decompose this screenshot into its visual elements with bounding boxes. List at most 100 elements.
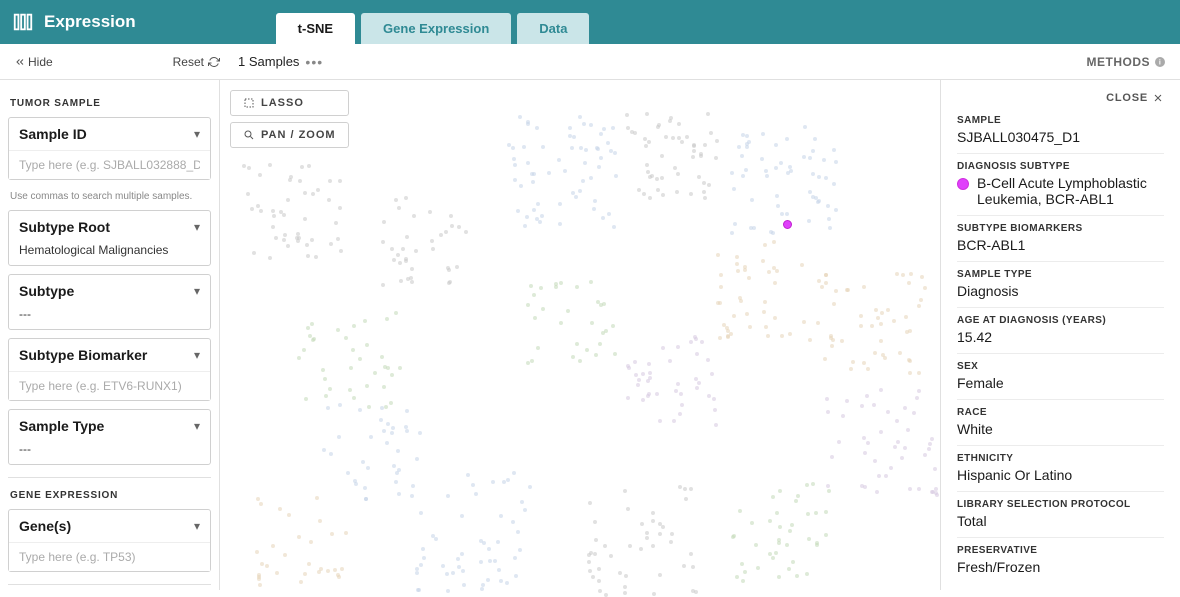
scatter-dot[interactable] [592, 207, 596, 211]
scatter-dot[interactable] [394, 198, 398, 202]
scatter-dot[interactable] [872, 403, 876, 407]
scatter-dot[interactable] [445, 572, 449, 576]
scatter-dot[interactable] [502, 480, 506, 484]
scatter-dot[interactable] [404, 259, 408, 263]
scatter-dot[interactable] [675, 190, 679, 194]
scatter-dot[interactable] [330, 532, 334, 536]
tab-tsne[interactable]: t-SNE [276, 13, 355, 44]
scatter-dot[interactable] [732, 314, 736, 318]
scatter-dot[interactable] [676, 345, 680, 349]
scatter-dot[interactable] [764, 325, 768, 329]
scatter-dot[interactable] [582, 122, 586, 126]
scatter-dot[interactable] [691, 155, 695, 159]
scatter-dot[interactable] [676, 172, 680, 176]
scatter-dot[interactable] [808, 338, 812, 342]
scatter-dot[interactable] [691, 589, 695, 593]
scatter-dot[interactable] [702, 190, 706, 194]
scatter-dot[interactable] [593, 199, 597, 203]
scatter-dot[interactable] [915, 396, 919, 400]
scatter-dot[interactable] [661, 525, 665, 529]
scatter-dot[interactable] [800, 263, 804, 267]
scatter-dot[interactable] [390, 373, 394, 377]
scatter-dot[interactable] [272, 214, 276, 218]
scatter-dot[interactable] [802, 320, 806, 324]
scatter-dot[interactable] [297, 356, 301, 360]
scatter-dot[interactable] [604, 329, 608, 333]
scatter-dot[interactable] [574, 195, 578, 199]
scatter-dot[interactable] [531, 180, 535, 184]
scatter-dot[interactable] [912, 411, 916, 415]
scatter-dot[interactable] [719, 285, 723, 289]
scatter-dot[interactable] [713, 408, 717, 412]
scatter-dot[interactable] [397, 468, 401, 472]
scatter-dot[interactable] [923, 453, 927, 457]
scatter-dot[interactable] [771, 556, 775, 560]
scatter-dot[interactable] [658, 573, 662, 577]
scatter-dot[interactable] [349, 366, 353, 370]
scatter-dot[interactable] [806, 512, 810, 516]
scatter-dot[interactable] [780, 212, 784, 216]
scatter-dot[interactable] [311, 192, 315, 196]
scatter-dot[interactable] [745, 145, 749, 149]
scatter-dot[interactable] [778, 525, 782, 529]
scatter-dot[interactable] [661, 193, 665, 197]
scatter-dot[interactable] [623, 591, 627, 595]
scatter-dot[interactable] [271, 225, 275, 229]
scatter-dot[interactable] [289, 175, 293, 179]
scatter-dot[interactable] [486, 578, 490, 582]
scatter-dot[interactable] [766, 334, 770, 338]
scatter-dot[interactable] [747, 276, 751, 280]
scatter-dot[interactable] [656, 125, 660, 129]
scatter-dot[interactable] [767, 270, 771, 274]
scatter-dot[interactable] [655, 392, 659, 396]
scatter-dot[interactable] [380, 406, 384, 410]
scatter-dot[interactable] [737, 145, 741, 149]
scatter-dot[interactable] [410, 280, 414, 284]
scatter-dot[interactable] [518, 115, 522, 119]
scatter-dot[interactable] [785, 543, 789, 547]
scatter-dot[interactable] [668, 359, 672, 363]
scatter-dot[interactable] [904, 315, 908, 319]
scatter-dot[interactable] [536, 346, 540, 350]
scatter-dot[interactable] [602, 127, 606, 131]
scatter-dot[interactable] [613, 352, 617, 356]
scatter-dot[interactable] [409, 276, 413, 280]
scatter-dot[interactable] [775, 269, 779, 273]
scatter-dot[interactable] [282, 238, 286, 242]
scatter-dot[interactable] [862, 361, 866, 365]
scatter-dot[interactable] [673, 166, 677, 170]
scatter-dot[interactable] [866, 441, 870, 445]
scatter-dot[interactable] [607, 212, 611, 216]
scatter-dot[interactable] [563, 169, 567, 173]
scatter-dot[interactable] [351, 348, 355, 352]
scatter-dot[interactable] [344, 531, 348, 535]
scatter-dot[interactable] [652, 592, 656, 596]
scatter-dot[interactable] [337, 435, 341, 439]
scatter-dot[interactable] [352, 324, 356, 328]
scatter-dot[interactable] [703, 143, 707, 147]
scatter-dot[interactable] [396, 449, 400, 453]
scatter-dot[interactable] [373, 371, 377, 375]
scatter-dot[interactable] [247, 166, 251, 170]
scatter-dot[interactable] [745, 312, 749, 316]
scatter-dot[interactable] [824, 273, 828, 277]
scatter-dot[interactable] [525, 215, 529, 219]
scatter-dot[interactable] [286, 198, 290, 202]
scatter-dot[interactable] [694, 337, 698, 341]
scatter-dot[interactable] [493, 559, 497, 563]
scatter-dot[interactable] [398, 366, 402, 370]
scatter-dot[interactable] [785, 137, 789, 141]
scatter-dot[interactable] [611, 126, 615, 130]
scatter-dot[interactable] [743, 570, 747, 574]
scatter-dot[interactable] [740, 154, 744, 158]
scatter-dot[interactable] [648, 196, 652, 200]
scatter-dot[interactable] [860, 484, 864, 488]
scatter-dot[interactable] [695, 352, 699, 356]
scatter-dot[interactable] [532, 208, 536, 212]
scatter-dot[interactable] [410, 494, 414, 498]
scatter-dot[interactable] [889, 466, 893, 470]
scatter-dot[interactable] [834, 289, 838, 293]
scatter-dot[interactable] [302, 348, 306, 352]
scatter-dot[interactable] [297, 236, 301, 240]
scatter-dot[interactable] [578, 189, 582, 193]
